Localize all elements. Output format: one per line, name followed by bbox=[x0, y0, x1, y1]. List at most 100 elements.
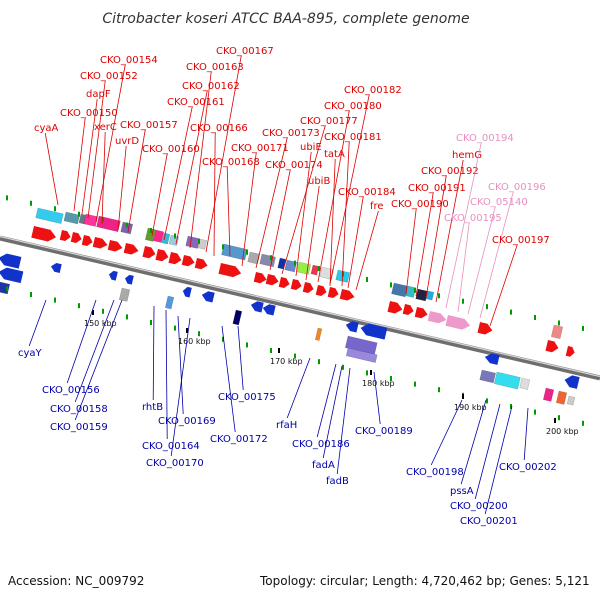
forward-gene-arrow-19 bbox=[327, 287, 339, 298]
gene-block-29 bbox=[542, 387, 555, 402]
lower-gene-block-6 bbox=[345, 347, 378, 363]
bottom-gene-label: CKO_00175 bbox=[218, 392, 276, 403]
lower-tick-dash bbox=[294, 353, 296, 359]
top-gene-label: CKO_00190 bbox=[391, 199, 449, 210]
backbone-highlight bbox=[0, 235, 600, 378]
top-gene-label: tatA bbox=[324, 149, 345, 160]
gene-block-21 bbox=[391, 282, 408, 298]
gene-block-27 bbox=[493, 371, 521, 390]
top-gene-label: CKO_00163 bbox=[186, 62, 244, 73]
bottom-label-leader-line bbox=[221, 325, 236, 433]
top-label-leader-line bbox=[467, 206, 496, 315]
bottom-gene-label: CKO_00164 bbox=[142, 441, 200, 452]
gene-features bbox=[0, 207, 580, 406]
forward-gene-arrow-20 bbox=[339, 289, 355, 301]
lower-tick-dash bbox=[150, 320, 152, 325]
upper-tick-dash bbox=[102, 217, 104, 223]
gene-block-7 bbox=[153, 229, 165, 243]
lower-tick-dash bbox=[6, 286, 8, 292]
top-gene-label: CKO_00152 bbox=[80, 71, 138, 82]
top-gene-label: CKO_05140 bbox=[470, 197, 528, 208]
bottom-gene-label: CKO_00202 bbox=[499, 462, 557, 473]
tick-marks: 150 kbp 160 kbp 170 kbp 180 kbp 190 kbp 200 k… bbox=[6, 195, 584, 436]
upper-tick-dash bbox=[270, 255, 272, 261]
upper-tick-dash bbox=[558, 320, 560, 326]
bottom-gene-label: rfaH bbox=[276, 420, 297, 431]
gene-block-30 bbox=[555, 390, 568, 405]
top-label-leader-line bbox=[175, 90, 208, 245]
top-label-leader-line bbox=[457, 222, 470, 313]
lower-gene-block-1 bbox=[118, 287, 131, 302]
lower-tick-dash bbox=[414, 381, 416, 387]
top-gene-label: CKO_00196 bbox=[488, 182, 546, 193]
forward-gene-arrow-9 bbox=[168, 252, 182, 265]
top-gene-label: CKO_00171 bbox=[231, 143, 289, 154]
forward-gene-arrow-0 bbox=[31, 226, 57, 242]
lower-tick-dash bbox=[582, 420, 584, 426]
forward-gene-arrow-21 bbox=[387, 301, 403, 314]
top-label-leader-line bbox=[163, 106, 193, 241]
top-label-leader-line bbox=[329, 158, 336, 287]
top-gene-label: CKO_00161 bbox=[167, 97, 225, 108]
top-label-leader-line bbox=[95, 64, 126, 223]
bottom-gene-label: CKO_00189 bbox=[355, 426, 413, 437]
lower-tick-dash bbox=[342, 364, 344, 370]
top-gene-label: ubiB bbox=[308, 176, 330, 187]
bottom-gene-label: pssA bbox=[450, 486, 474, 497]
forward-gene-arrow-22 bbox=[402, 304, 414, 315]
gene-block-3 bbox=[83, 213, 98, 227]
top-label-leader-line bbox=[355, 210, 379, 291]
top-label-leader-line bbox=[415, 192, 434, 297]
bottom-gene-label: CKO_00198 bbox=[406, 467, 464, 478]
top-gene-label: CKO_00184 bbox=[338, 187, 396, 198]
forward-gene-arrow-10 bbox=[181, 255, 195, 267]
upper-tick-dash bbox=[366, 276, 368, 282]
reverse-gene-arrow-1 bbox=[0, 267, 24, 284]
top-label-leader-line bbox=[151, 153, 168, 237]
gene-block-26 bbox=[479, 369, 496, 384]
scale-tick-mark bbox=[186, 328, 188, 333]
reverse-gene-arrow-9 bbox=[345, 321, 359, 333]
upper-tick-dash bbox=[294, 260, 296, 266]
top-gene-label: cyaA bbox=[34, 123, 59, 134]
bottom-label-leader-line bbox=[237, 325, 244, 391]
reverse-gene-arrow-8 bbox=[262, 304, 276, 316]
gene-block-10 bbox=[185, 235, 200, 249]
bottom-label-leader-line bbox=[286, 357, 311, 419]
top-label-leader-line bbox=[269, 169, 291, 271]
bottom-gene-label: rhtB bbox=[142, 402, 163, 413]
reverse-gene-arrow-6 bbox=[201, 291, 215, 303]
lower-tick-dash bbox=[198, 331, 200, 337]
bottom-label-leader-line bbox=[74, 299, 123, 421]
top-gene-label: CKO_00191 bbox=[408, 183, 466, 194]
top-gene-label: CKO_00162 bbox=[182, 81, 240, 92]
forward-gene-arrow-16 bbox=[290, 279, 302, 290]
top-gene-label: CKO_00173 bbox=[262, 128, 320, 139]
lower-tick-dash bbox=[246, 342, 248, 348]
forward-gene-arrow-12 bbox=[218, 263, 242, 278]
forward-gene-arrow-1 bbox=[59, 230, 71, 241]
top-gene-label: CKO_00194 bbox=[456, 133, 514, 144]
top-gene-label: CKO_00192 bbox=[421, 166, 479, 177]
bottom-label-leader-line bbox=[165, 309, 168, 440]
top-gene-label: CKO_00166 bbox=[190, 123, 248, 134]
top-gene-label: CKO_00160 bbox=[142, 144, 200, 155]
reverse-gene-arrow-0 bbox=[0, 253, 22, 269]
scale-tick-mark bbox=[554, 418, 556, 423]
upper-tick-dash bbox=[318, 266, 320, 272]
bottom-label-leader-line bbox=[484, 405, 513, 515]
reverse-gene-arrow-3 bbox=[108, 270, 118, 281]
bottom-label-leader-line bbox=[28, 299, 47, 347]
bottom-label-leader-line bbox=[66, 299, 97, 384]
bottom-label-leader-line bbox=[316, 363, 337, 438]
top-gene-label: ubiE bbox=[300, 142, 322, 153]
forward-gene-arrow-14 bbox=[265, 274, 279, 286]
gene-block-16 bbox=[284, 259, 298, 273]
top-gene-label: fre bbox=[370, 201, 384, 212]
forward-gene-arrow-26 bbox=[565, 346, 575, 357]
scale-tick-label: 200 kbp bbox=[546, 427, 579, 436]
top-gene-label: CKO_00174 bbox=[265, 160, 323, 171]
genome-backbone bbox=[0, 235, 600, 381]
scale-tick-mark bbox=[370, 370, 372, 375]
lower-tick-dash bbox=[270, 348, 272, 353]
